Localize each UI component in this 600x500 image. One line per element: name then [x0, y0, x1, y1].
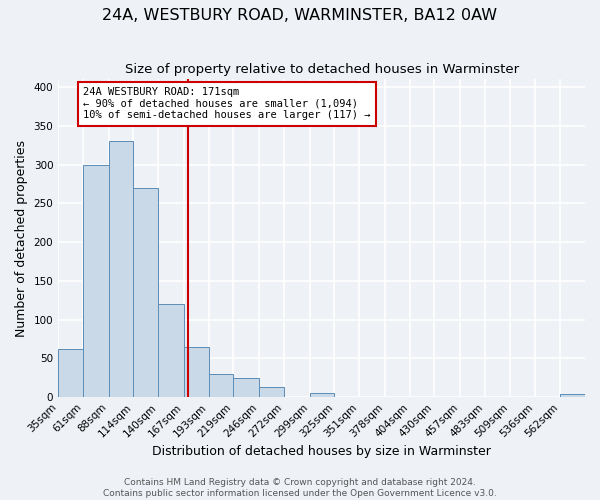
- Bar: [560, 394, 585, 397]
- Bar: [133, 188, 158, 397]
- Bar: [58, 349, 83, 397]
- Bar: [158, 304, 184, 397]
- Bar: [83, 164, 109, 397]
- Bar: [310, 394, 334, 397]
- Title: Size of property relative to detached houses in Warminster: Size of property relative to detached ho…: [125, 62, 518, 76]
- Bar: [109, 142, 133, 397]
- Bar: [259, 387, 284, 397]
- Y-axis label: Number of detached properties: Number of detached properties: [15, 140, 28, 337]
- Text: 24A, WESTBURY ROAD, WARMINSTER, BA12 0AW: 24A, WESTBURY ROAD, WARMINSTER, BA12 0AW: [103, 8, 497, 22]
- Bar: [184, 347, 209, 397]
- Bar: [209, 374, 233, 397]
- X-axis label: Distribution of detached houses by size in Warminster: Distribution of detached houses by size …: [152, 444, 491, 458]
- Text: Contains HM Land Registry data © Crown copyright and database right 2024.
Contai: Contains HM Land Registry data © Crown c…: [103, 478, 497, 498]
- Text: 24A WESTBURY ROAD: 171sqm
← 90% of detached houses are smaller (1,094)
10% of se: 24A WESTBURY ROAD: 171sqm ← 90% of detac…: [83, 87, 370, 120]
- Bar: [233, 378, 259, 397]
